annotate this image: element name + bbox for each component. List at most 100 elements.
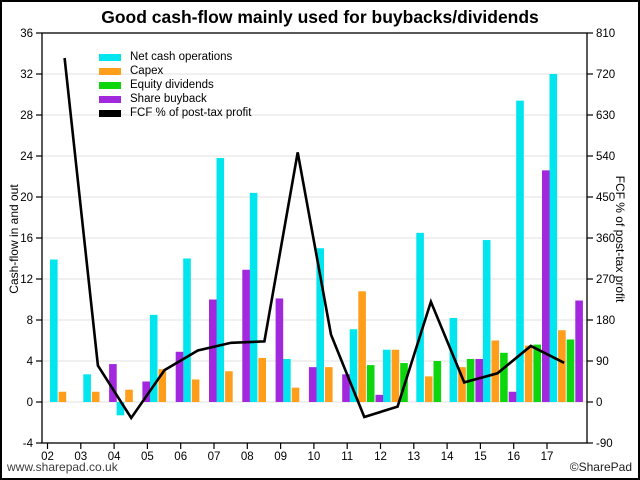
left-tick-label: -4 (23, 438, 34, 450)
bar-capex-09 (291, 387, 300, 402)
right-tick-label: 360 (596, 233, 615, 245)
bar-capex-05 (158, 369, 167, 402)
left-tick-label: 36 (20, 28, 33, 40)
bar-net-cash-operations-03 (83, 374, 91, 402)
legend-swatch-icon (99, 95, 121, 103)
bar-share-buyback-15 (508, 391, 517, 402)
left-tick-label: 28 (20, 110, 33, 122)
bar-share-buyback-14 (475, 358, 483, 402)
bar-net-cash-operations-05 (149, 314, 158, 402)
legend-label: Capex (130, 65, 164, 77)
left-tick-label: 32 (20, 69, 33, 81)
bar-equity-dividends-17 (566, 339, 575, 402)
bar-share-buyback-09 (308, 367, 317, 402)
footer-credit: ©SharePad (569, 460, 632, 474)
footer-url: www.sharepad.co.uk (7, 460, 118, 474)
legend-label: Share buyback (130, 93, 207, 105)
bar-share-buyback-08 (275, 298, 284, 402)
bar-capex-08 (258, 357, 266, 402)
x-tick-label: 04 (108, 451, 121, 463)
bar-capex-04 (125, 389, 133, 402)
right-tick-label: -90 (596, 438, 613, 450)
bar-share-buyback-16 (542, 170, 550, 402)
bar-share-buyback-06 (209, 299, 217, 402)
bar-capex-15 (491, 340, 500, 402)
bar-capex-10 (325, 367, 333, 402)
bar-share-buyback-04 (142, 381, 150, 402)
bar-share-buyback-10 (342, 374, 350, 402)
legend-label: Net cash operations (130, 51, 233, 63)
bar-equity-dividends-11 (366, 365, 375, 402)
bar-share-buyback-07 (242, 269, 250, 402)
bar-net-cash-operations-13 (416, 232, 424, 402)
bar-share-buyback-03 (109, 364, 117, 402)
bar-capex-02 (58, 391, 67, 402)
bar-capex-11 (358, 291, 366, 402)
legend-item: Net cash operations (99, 50, 251, 64)
legend-swatch-icon (99, 109, 121, 117)
right-tick-label: 450 (596, 192, 615, 204)
left-tick-label: 0 (27, 397, 33, 409)
right-tick-label: 180 (596, 315, 615, 327)
bar-net-cash-operations-11 (349, 329, 358, 402)
legend-swatch-icon (99, 53, 121, 61)
bar-capex-17 (558, 330, 566, 402)
bar-net-cash-operations-04 (116, 402, 125, 416)
legend-item: Share buyback (99, 92, 251, 106)
left-tick-label: 24 (20, 151, 33, 163)
right-axis-title: FCF % of post-tax profit (613, 175, 627, 303)
right-tick-label: 540 (596, 151, 615, 163)
right-tick-label: 0 (596, 397, 602, 409)
legend-swatch-icon (99, 81, 121, 89)
legend-swatch-icon (99, 67, 121, 75)
bar-share-buyback-11 (375, 394, 384, 402)
x-tick-label: 16 (507, 451, 520, 463)
bar-share-buyback-17 (575, 300, 583, 402)
x-tick-label: 03 (74, 451, 87, 463)
legend-label: FCF % of post-tax profit (130, 107, 252, 119)
bar-net-cash-operations-16 (516, 100, 524, 403)
x-tick-label: 17 (541, 451, 554, 463)
right-tick-label: 630 (596, 110, 615, 122)
left-tick-label: 4 (27, 356, 34, 368)
bar-net-cash-operations-14 (449, 317, 458, 402)
legend-item: FCF % of post-tax profit (99, 106, 251, 120)
fcf-line (63, 57, 565, 421)
x-tick-label: 02 (41, 451, 54, 463)
x-tick-label: 11 (341, 451, 353, 463)
x-tick-label: 13 (407, 451, 420, 463)
bar-capex-13 (424, 376, 433, 402)
x-tick-label: 08 (241, 451, 254, 463)
bar-capex-14 (458, 367, 466, 402)
left-tick-label: 20 (20, 192, 33, 204)
x-tick-label: 09 (274, 451, 287, 463)
left-tick-label: 8 (27, 315, 33, 327)
right-tick-label: 810 (596, 28, 615, 40)
bar-equity-dividends-16 (533, 344, 541, 402)
x-tick-label: 10 (308, 451, 321, 463)
chart-legend: Net cash operations Capex Equity dividends… (99, 50, 251, 120)
right-tick-label: 90 (596, 356, 609, 368)
chart-title: Good cash-flow mainly used for buybacks/… (101, 7, 539, 27)
bar-equity-dividends-15 (500, 352, 508, 402)
bar-share-buyback-05 (175, 351, 184, 402)
legend-item: Equity dividends (99, 78, 251, 92)
bar-net-cash-operations-12 (383, 349, 391, 402)
left-tick-label: 12 (20, 274, 33, 286)
x-tick-label: 07 (208, 451, 221, 463)
legend-label: Equity dividends (130, 79, 214, 91)
left-tick-label: 16 (20, 233, 33, 245)
left-axis-title: Cash-flow in and out (7, 184, 21, 294)
bar-net-cash-operations-17 (549, 74, 558, 402)
bar-capex-16 (524, 345, 533, 402)
bar-net-cash-operations-07 (216, 158, 225, 402)
bar-capex-07 (225, 371, 233, 402)
x-tick-label: 12 (374, 451, 387, 463)
right-tick-label: 270 (596, 274, 615, 286)
x-tick-label: 05 (141, 451, 154, 463)
bar-net-cash-operations-09 (283, 358, 291, 402)
bar-net-cash-operations-06 (183, 258, 191, 402)
bar-capex-03 (91, 391, 100, 402)
